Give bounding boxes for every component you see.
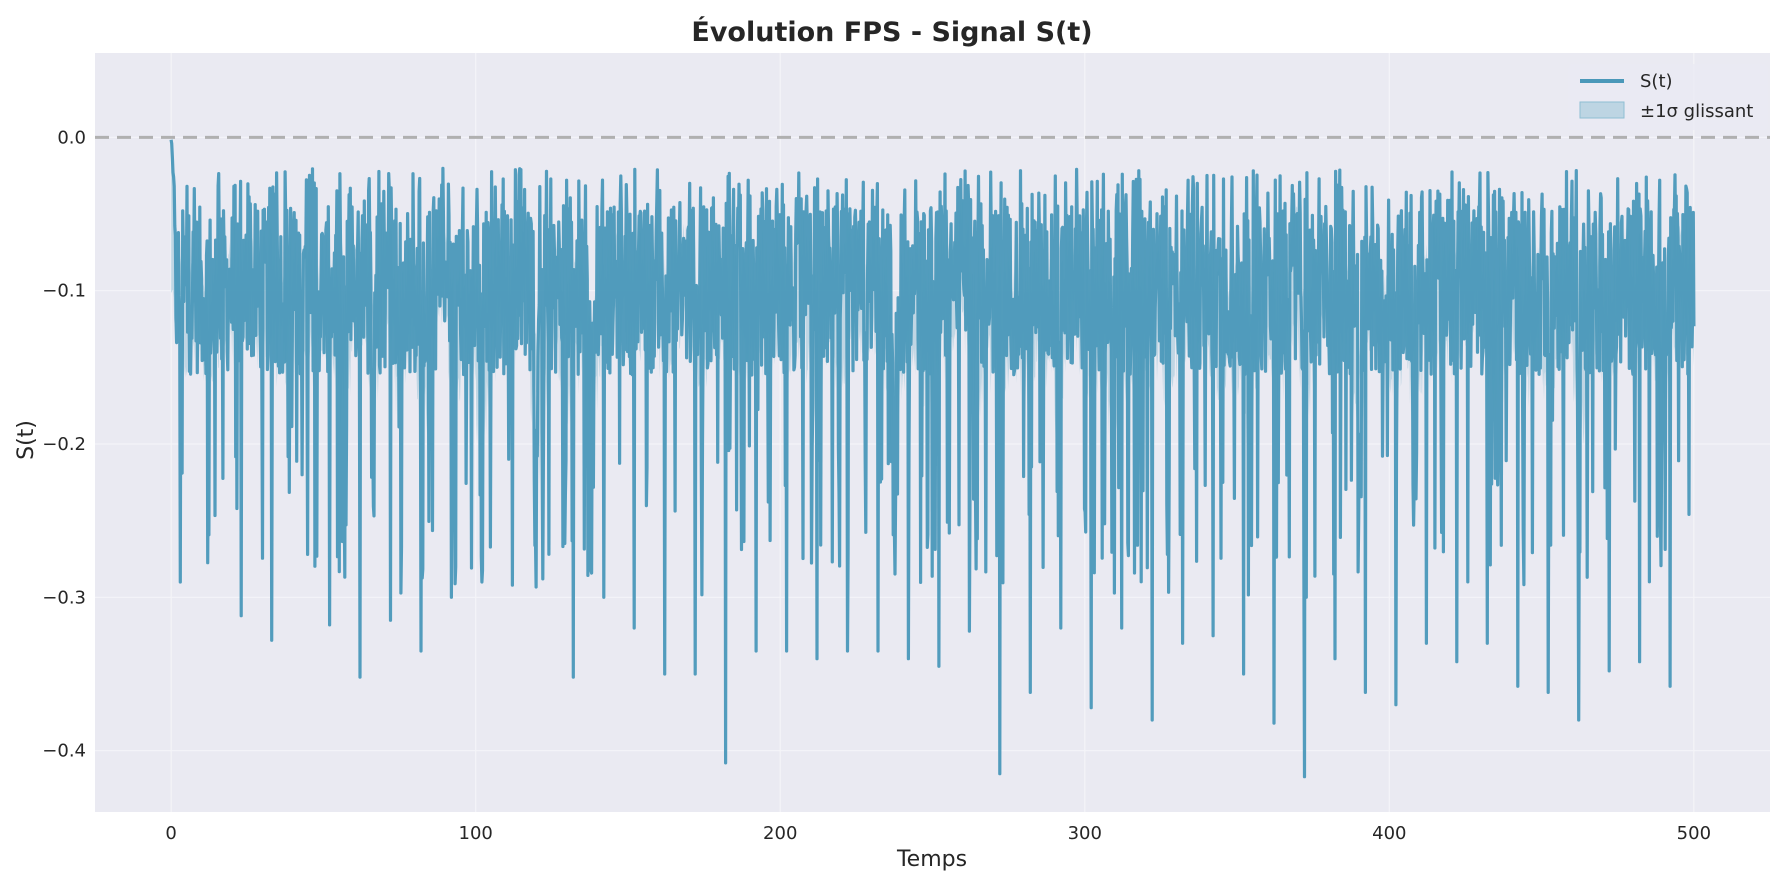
legend: S(t) ±1σ glissant xyxy=(1568,64,1768,130)
legend-label-series: S(t) xyxy=(1640,71,1673,92)
y-axis-label: S(t) xyxy=(14,420,39,460)
series-line-s-t xyxy=(169,139,1696,779)
x-tick-label: 0 xyxy=(165,823,176,844)
chart-title: Évolution FPS - Signal S(t) xyxy=(691,16,1092,48)
y-tick-label: −0.4 xyxy=(42,741,86,762)
y-tick-label: −0.2 xyxy=(42,434,86,455)
tick-labels: 0 100 200 300 400 500 0.0 −0.1 −0.2 −0.3 −0.4 xyxy=(42,127,1711,844)
legend-swatch-band xyxy=(1579,101,1625,119)
y-tick-label: 0.0 xyxy=(57,127,86,148)
y-tick-label: −0.3 xyxy=(42,587,86,608)
y-tick-label: −0.1 xyxy=(42,281,86,302)
series-layer xyxy=(169,139,1696,779)
x-axis-label: Temps xyxy=(896,847,967,872)
legend-label-band: ±1σ glissant xyxy=(1640,101,1753,122)
x-tick-label: 200 xyxy=(763,823,797,844)
x-tick-label: 100 xyxy=(459,823,493,844)
x-tick-label: 400 xyxy=(1372,823,1406,844)
x-tick-label: 500 xyxy=(1677,823,1711,844)
x-tick-label: 300 xyxy=(1068,823,1102,844)
